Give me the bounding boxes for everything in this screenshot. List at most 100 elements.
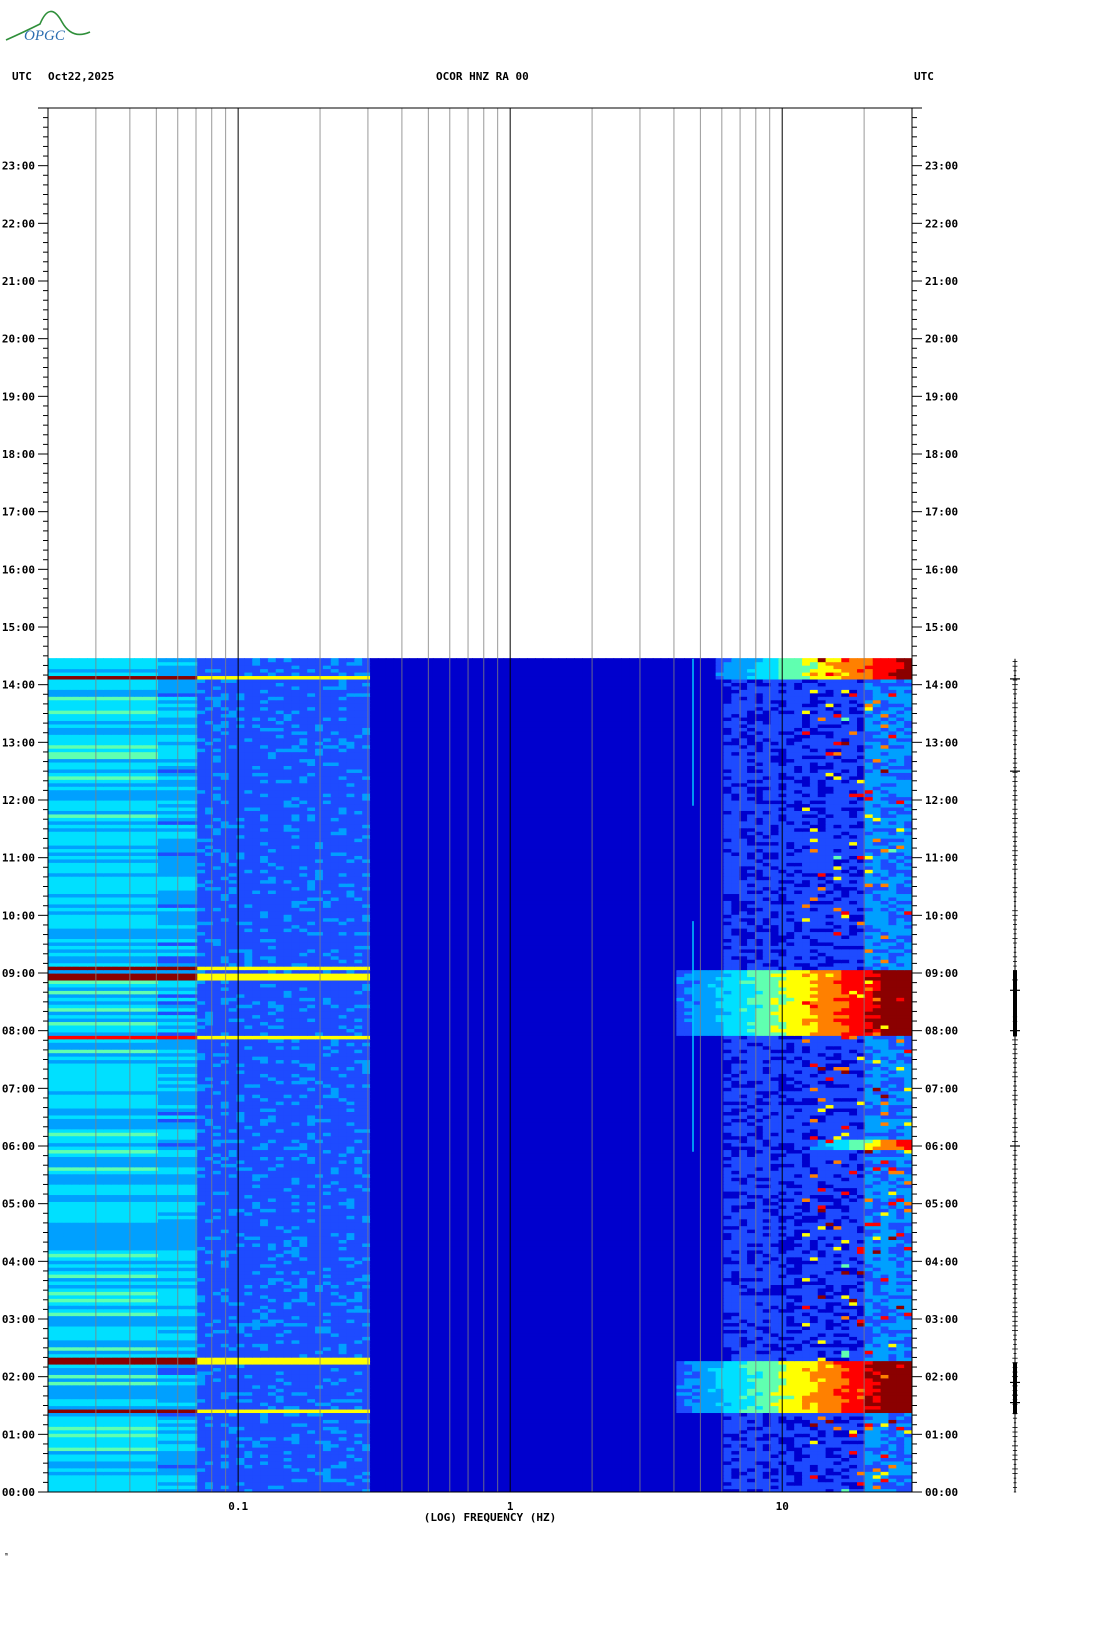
- heat-cell: [229, 1388, 237, 1392]
- heat-cell: [323, 1423, 331, 1427]
- heat-cell: [291, 1412, 299, 1416]
- heat-cell: [197, 1423, 205, 1427]
- heat-cell: [111, 1385, 119, 1389]
- heat-cell: [119, 1447, 127, 1451]
- heat-cell: [723, 1430, 731, 1434]
- heat-cell: [111, 1374, 119, 1378]
- heat-cell: [794, 1374, 802, 1378]
- heat-cell: [614, 1409, 622, 1413]
- heat-cell: [291, 1475, 299, 1479]
- heat-cell: [79, 1461, 87, 1465]
- heat-cell: [786, 1392, 794, 1396]
- heat-cell: [472, 1367, 480, 1371]
- heat-cell: [519, 1367, 527, 1371]
- heat-cell: [598, 1433, 606, 1437]
- heat-cell: [260, 1426, 268, 1430]
- heat-cell: [417, 1340, 425, 1344]
- heat-cell: [865, 1461, 873, 1465]
- heat-cell: [543, 1471, 551, 1475]
- heat-cell: [614, 1457, 622, 1461]
- heat-cell: [307, 1416, 315, 1420]
- heat-cell: [378, 1454, 386, 1458]
- heat-cell: [669, 1412, 677, 1416]
- heat-cell: [95, 1371, 103, 1375]
- heat-cell: [637, 1471, 645, 1475]
- heat-cell: [614, 1340, 622, 1344]
- heat-cell: [244, 1475, 252, 1479]
- heat-cell: [802, 1395, 810, 1399]
- heat-cell: [865, 1426, 873, 1430]
- heat-cell: [841, 1374, 849, 1378]
- heat-cell: [904, 1347, 912, 1351]
- heat-cell: [582, 1440, 590, 1444]
- heat-cell: [708, 1444, 716, 1448]
- heat-cell: [731, 1464, 739, 1468]
- heat-cell: [826, 1340, 834, 1344]
- heat-cell: [464, 1433, 472, 1437]
- heat-cell: [79, 1464, 87, 1468]
- heat-cell: [158, 1347, 166, 1351]
- heat-cell: [284, 1354, 292, 1358]
- heat-cell: [551, 1402, 559, 1406]
- heat-cell: [346, 1437, 354, 1441]
- heat-cell: [841, 1430, 849, 1434]
- heat-cell: [888, 1430, 896, 1434]
- heat-cell: [354, 1385, 362, 1389]
- heat-cell: [244, 1406, 252, 1410]
- heat-cell: [205, 1402, 213, 1406]
- heat-cell: [629, 1450, 637, 1454]
- heat-cell: [794, 1416, 802, 1420]
- heat-cell: [221, 1423, 229, 1427]
- heat-cell: [794, 1450, 802, 1454]
- heat-cell: [606, 1464, 614, 1468]
- heat-cell: [331, 1426, 339, 1430]
- heat-cell: [229, 1461, 237, 1465]
- heat-cell: [331, 1388, 339, 1392]
- heat-cell: [354, 1457, 362, 1461]
- heat-cell: [276, 1354, 284, 1358]
- heat-cell: [346, 1392, 354, 1396]
- heat-cell: [284, 1447, 292, 1451]
- heat-cell: [786, 1450, 794, 1454]
- heat-cell: [394, 1354, 402, 1358]
- heat-cell: [833, 1468, 841, 1472]
- heat-cell: [339, 1485, 347, 1489]
- heat-cell: [818, 1416, 826, 1420]
- heat-cell: [771, 1402, 779, 1406]
- heat-cell: [119, 1437, 127, 1441]
- heat-cell: [72, 1412, 80, 1416]
- heat-cell: [676, 1475, 684, 1479]
- heat-cell: [566, 1388, 574, 1392]
- heat-cell: [873, 1406, 881, 1410]
- heat-cell: [771, 1433, 779, 1437]
- heat-cell: [284, 1464, 292, 1468]
- heat-cell: [873, 1457, 881, 1461]
- heat-cell: [731, 1437, 739, 1441]
- heat-cell: [590, 1468, 598, 1472]
- heat-cell: [692, 1464, 700, 1468]
- heat-cell: [716, 1354, 724, 1358]
- heat-cell: [794, 1388, 802, 1392]
- heat-cell: [519, 1371, 527, 1375]
- heat-cell: [527, 1437, 535, 1441]
- heat-cell: [103, 1416, 111, 1420]
- heat-cell: [566, 1395, 574, 1399]
- heat-cell: [346, 1347, 354, 1351]
- heat-cell: [504, 1364, 512, 1368]
- heat-cell: [87, 1475, 95, 1479]
- heat-cell: [166, 1367, 174, 1371]
- heat-cell: [614, 1464, 622, 1468]
- heat-cell: [276, 1444, 284, 1448]
- heat-cell: [661, 1475, 669, 1479]
- heat-cell: [409, 1471, 417, 1475]
- heat-cell: [598, 1367, 606, 1371]
- heat-cell: [731, 1416, 739, 1420]
- heat-cell: [629, 1385, 637, 1389]
- heat-cell: [480, 1395, 488, 1399]
- heat-cell: [127, 1340, 135, 1344]
- heat-cell: [291, 1343, 299, 1347]
- heat-cell: [354, 1433, 362, 1437]
- heat-cell: [582, 1388, 590, 1392]
- heat-cell: [826, 1406, 834, 1410]
- heat-cell: [56, 1409, 64, 1413]
